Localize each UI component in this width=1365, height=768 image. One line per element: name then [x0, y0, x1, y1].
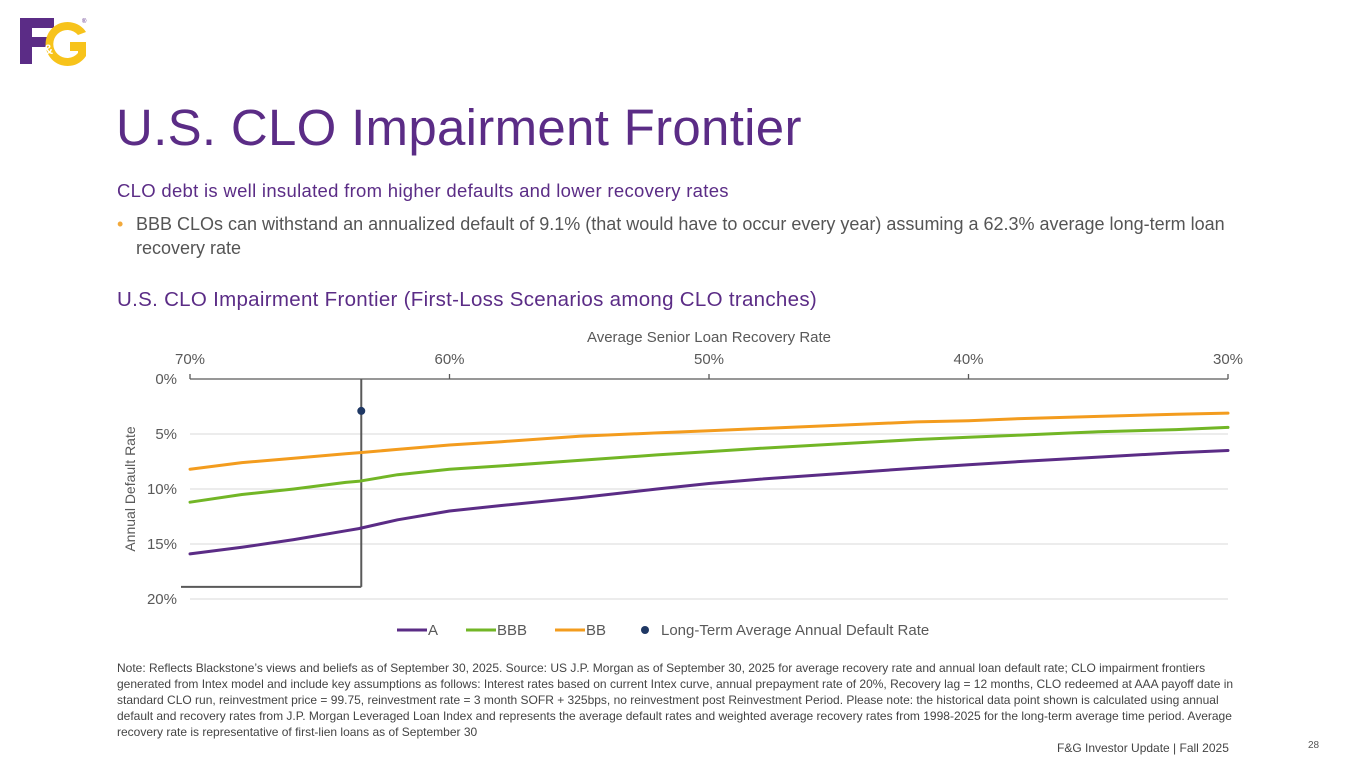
legend-label: Long-Term Average Annual Default Rate: [661, 622, 929, 639]
y-tick-label: 5%: [155, 426, 177, 443]
x-tick-label: 40%: [953, 351, 983, 368]
y-tick-label: 10%: [147, 481, 177, 498]
legend-label: BB: [586, 622, 606, 639]
legend-label: BBB: [497, 622, 527, 639]
legend-marker-long-term-average: [641, 626, 649, 634]
page-subtitle: CLO debt is well insulated from higher d…: [117, 180, 729, 201]
logo-registered: ®: [82, 18, 87, 25]
x-tick-label: 70%: [175, 351, 205, 368]
y-axis-label: Annual Default Rate: [122, 426, 138, 552]
x-axis-label: Average Senior Loan Recovery Rate: [587, 329, 831, 346]
logo-f-mark: [20, 18, 54, 64]
series-line-a: [188, 449, 1230, 556]
series-line-bb: [188, 411, 1230, 471]
long-term-average-point: [357, 406, 366, 415]
y-tick-label: 0%: [155, 371, 177, 388]
y-tick-label: 15%: [147, 536, 177, 553]
legend-label: A: [428, 622, 438, 639]
page-title: U.S. CLO Impairment Frontier: [116, 99, 802, 156]
footer-text: F&G Investor Update | Fall 2025: [1057, 741, 1229, 755]
logo-g-mark: [45, 22, 86, 66]
page-number: 28: [1308, 740, 1320, 751]
bullet-dot: •: [117, 214, 124, 234]
footnote: Note: Reflects Blackstone’s views and be…: [117, 661, 1234, 739]
x-tick-label: 60%: [434, 351, 464, 368]
fg-logo: & ®: [20, 18, 87, 66]
x-tick-label: 30%: [1213, 351, 1243, 368]
series-line-bbb: [188, 425, 1230, 504]
logo-ampersand: &: [43, 41, 53, 57]
y-tick-label: 20%: [147, 591, 177, 608]
chart-heading: U.S. CLO Impairment Frontier (First-Loss…: [117, 288, 817, 311]
x-tick-label: 50%: [694, 351, 724, 368]
bullet-text: BBB CLOs can withstand an annualized def…: [136, 214, 1225, 258]
bullet-point: • BBB CLOs can withstand an annualized d…: [117, 212, 1267, 260]
